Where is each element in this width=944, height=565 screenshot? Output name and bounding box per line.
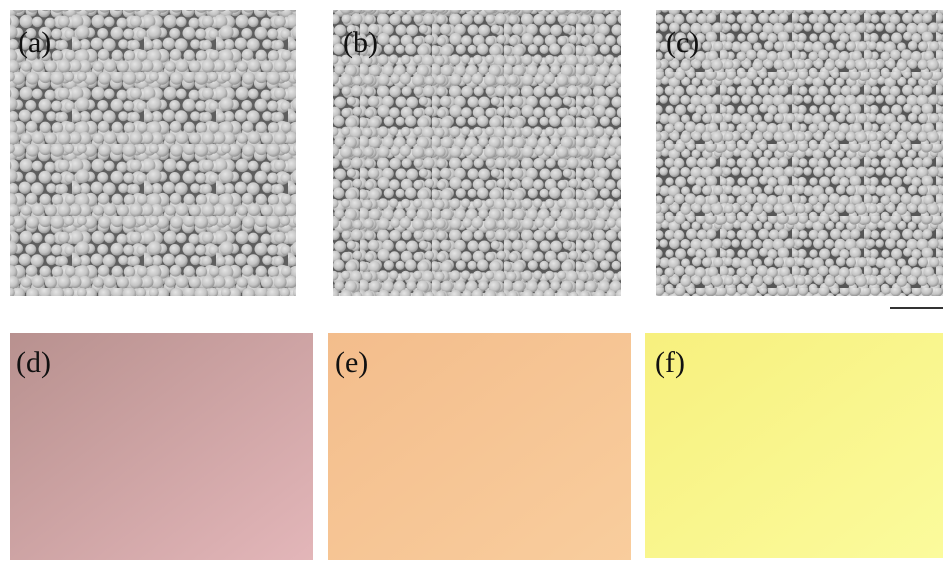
color-image bbox=[645, 333, 943, 558]
panel-label: (a) bbox=[18, 26, 51, 59]
panel-label: (b) bbox=[343, 26, 378, 59]
panel-label: (f) bbox=[655, 346, 685, 379]
panel-label: (c) bbox=[666, 26, 699, 59]
sem-image bbox=[10, 10, 296, 296]
color-image bbox=[10, 333, 313, 560]
sem-image bbox=[656, 10, 943, 296]
panel-label: (d) bbox=[16, 346, 51, 379]
panel-label: (e) bbox=[335, 346, 368, 379]
sem-image bbox=[333, 10, 621, 296]
color-image bbox=[328, 333, 631, 560]
